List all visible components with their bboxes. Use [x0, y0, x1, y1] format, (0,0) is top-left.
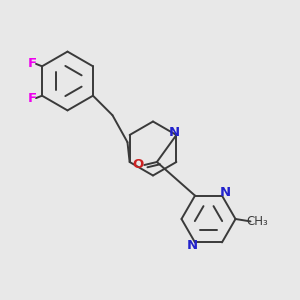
Text: N: N — [168, 126, 179, 139]
Text: F: F — [28, 92, 37, 105]
Text: F: F — [28, 57, 37, 70]
Text: N: N — [219, 186, 231, 199]
Text: N: N — [186, 239, 198, 252]
Text: CH₃: CH₃ — [246, 215, 268, 228]
Text: O: O — [133, 158, 144, 172]
